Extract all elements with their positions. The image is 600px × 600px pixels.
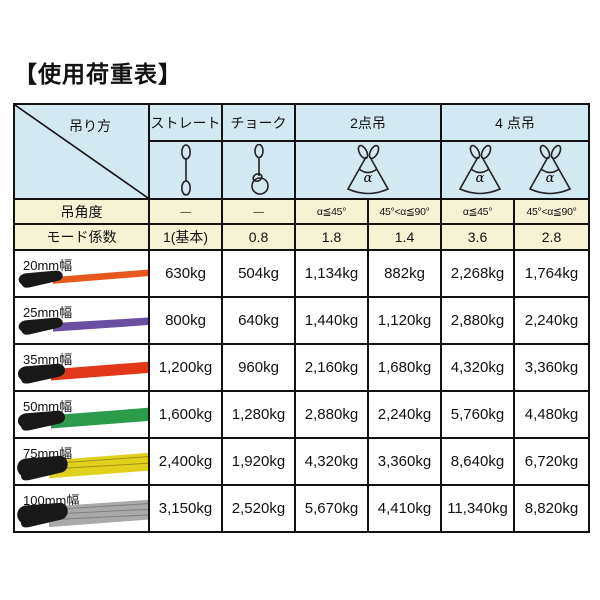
mode-value: 3.6 [440,223,515,251]
width-cell-20mm: 20mm幅 [13,249,150,298]
load-value: 1,134kg [294,249,369,298]
table-row: 25mm幅 800kg 640kg 1,440kg 1,120kg 2,880k… [13,296,590,345]
svg-text:α: α [476,171,485,186]
load-value: 1,440kg [294,296,369,345]
mode-value: 1.4 [367,223,442,251]
angle-row-label: 吊角度 [13,198,150,225]
load-value: 4,320kg [294,437,369,486]
load-value: 5,760kg [440,390,515,439]
corner-cell: 吊り方 [13,103,150,200]
load-capacity-table: 吊り方 ストレート チョーク 2点吊 4 点吊 [13,103,590,533]
load-value: 504kg [221,249,296,298]
sling-photo-75mm [17,452,147,481]
load-value: 1,200kg [148,343,223,392]
header-2point: 2点吊 [294,103,442,142]
load-value: 1,680kg [367,343,442,392]
load-value: 4,480kg [513,390,590,439]
angle-value: α≦45° [294,198,369,225]
header-straight: ストレート [148,103,223,142]
svg-text:α: α [364,171,373,186]
choke-icon-cell [221,140,296,200]
mode-value: 1.8 [294,223,369,251]
load-value: 2,160kg [294,343,369,392]
load-value: 2,268kg [440,249,515,298]
load-value: 6,720kg [513,437,590,486]
diagonal-divider [15,105,148,198]
load-value: 2,520kg [221,484,296,533]
load-value: 8,640kg [440,437,515,486]
load-value: 2,880kg [294,390,369,439]
load-value: 2,240kg [367,390,442,439]
table-row: 20mm幅 630kg 504kg 1,134kg 882kg 2,268kg … [13,249,590,298]
load-value: 640kg [221,296,296,345]
load-value: 4,410kg [367,484,442,533]
corner-label: 吊り方 [69,118,111,134]
mode-row-label: モード係数 [13,223,150,251]
width-cell-50mm: 50mm幅 [13,390,150,439]
angle-value: — [148,198,223,225]
load-value: 800kg [148,296,223,345]
width-cell-25mm: 25mm幅 [13,296,150,345]
table-row: 35mm幅 1,200kg 960kg 2,160kg 1,680kg 4,32… [13,343,590,392]
width-label: 50mm幅 [23,399,73,414]
load-value: 1,764kg [513,249,590,298]
4point-icon-cell: α α [440,140,590,200]
load-value: 5,670kg [294,484,369,533]
width-label: 35mm幅 [23,352,73,367]
four-point-hang-icon: α α [443,143,587,197]
sling-photo-35mm [17,361,147,384]
two-point-hang-icon: α [346,144,390,195]
load-value: 3,360kg [367,437,442,486]
fan-icon: α [459,144,502,195]
mode-value: 1(基本) [148,223,223,251]
svg-text:α: α [545,171,554,186]
width-cell-100mm: 100mm幅 [13,484,150,533]
header-choke: チョーク [221,103,296,142]
page-title: 【使用荷重表】 [14,61,182,87]
sling-photo-25mm [18,317,147,335]
load-value: 1,600kg [148,390,223,439]
width-cell-75mm: 75mm幅 [13,437,150,486]
mode-value: 2.8 [513,223,590,251]
width-label: 25mm幅 [23,305,73,320]
table-row: 75mm幅 2,400kg 1,920kg 4,320kg 3,360kg 8,… [13,437,590,486]
load-value: 1,280kg [221,390,296,439]
load-value: 960kg [221,343,296,392]
width-label: 20mm幅 [23,258,73,273]
load-value: 4,320kg [440,343,515,392]
load-value: 1,920kg [221,437,296,486]
sling-photo-20mm [18,269,147,288]
width-label: 100mm幅 [23,493,80,508]
2point-icon-cell: α [294,140,442,200]
fan-icon: α [528,144,571,195]
load-value: 3,360kg [513,343,590,392]
table-row: 50mm幅 1,600kg 1,280kg 2,880kg 2,240kg 5,… [13,390,590,439]
sling-photo-100mm [17,499,147,528]
width-cell-35mm: 35mm幅 [13,343,150,392]
angle-value: α≦45° [440,198,515,225]
header-4point: 4 点吊 [440,103,590,142]
load-value: 2,400kg [148,437,223,486]
angle-value: 45°<α≦90° [367,198,442,225]
load-value: 11,340kg [440,484,515,533]
table-row: 100mm幅 3,150kg 2,520kg 5,670kg 4,410kg 1… [13,484,590,533]
sling-photo-50mm [17,407,147,431]
angle-value: — [221,198,296,225]
choke-sling-icon [250,144,269,195]
straight-icon-cell [148,140,223,200]
straight-sling-icon [180,144,191,196]
load-value: 2,240kg [513,296,590,345]
load-value: 2,880kg [440,296,515,345]
angle-value: 45°<α≦90° [513,198,590,225]
load-value: 882kg [367,249,442,298]
load-value: 630kg [148,249,223,298]
load-value: 1,120kg [367,296,442,345]
load-value: 3,150kg [148,484,223,533]
mode-value: 0.8 [221,223,296,251]
load-value: 8,820kg [513,484,590,533]
